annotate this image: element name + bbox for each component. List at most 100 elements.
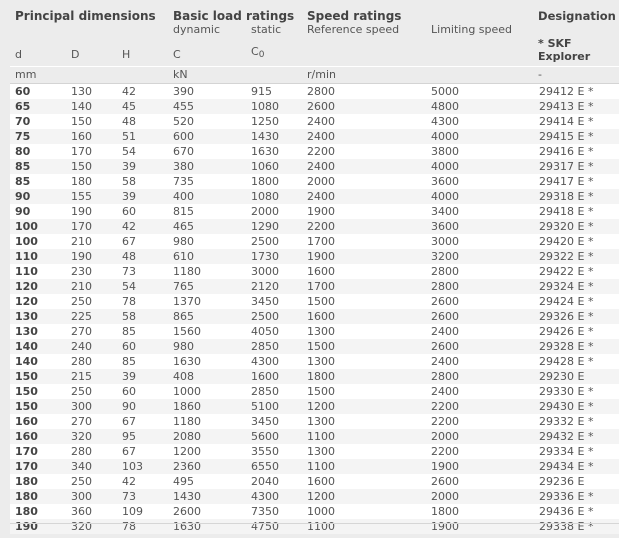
cell-d: 75 — [15, 130, 31, 143]
cell-limiting-speed: 5000 — [431, 85, 460, 98]
cell-d: 180 — [15, 505, 38, 518]
cell-limiting-speed: 2800 — [431, 280, 460, 293]
cell-D: 240 — [71, 340, 92, 353]
cell-limiting-speed: 1800 — [431, 505, 460, 518]
cell-designation[interactable]: 29338 E * — [539, 520, 594, 533]
cell-static-load: 1730 — [251, 250, 280, 263]
cell-H: 78 — [122, 295, 136, 308]
cell-designation[interactable]: 29236 E — [539, 475, 585, 488]
cell-static-load: 4300 — [251, 355, 280, 368]
cell-H: 48 — [122, 115, 136, 128]
cell-D: 300 — [71, 490, 92, 503]
cell-dynamic-load: 1860 — [173, 400, 202, 413]
cell-d: 140 — [15, 340, 38, 353]
cell-dynamic-load: 495 — [173, 475, 195, 488]
table-row: 70 150 48 520 1250 2400 4300 29414 E * — [10, 114, 619, 129]
cell-reference-speed: 1600 — [307, 265, 336, 278]
cell-static-load: 3000 — [251, 265, 280, 278]
symbol-d: d — [15, 48, 22, 61]
cell-designation[interactable]: 29324 E * — [539, 280, 594, 293]
cell-designation[interactable]: 29434 E * — [539, 460, 594, 473]
cell-d: 70 — [15, 115, 31, 128]
cell-d: 160 — [15, 430, 38, 443]
cell-limiting-speed: 3400 — [431, 205, 460, 218]
cell-dynamic-load: 980 — [173, 340, 195, 353]
cell-dynamic-load: 610 — [173, 250, 195, 263]
cell-limiting-speed: 2400 — [431, 325, 460, 338]
cell-dynamic-load: 408 — [173, 370, 195, 383]
cell-designation[interactable]: 29418 E * — [539, 205, 594, 218]
cell-limiting-speed: 4000 — [431, 130, 460, 143]
cell-reference-speed: 2000 — [307, 175, 336, 188]
cell-reference-speed: 2600 — [307, 100, 336, 113]
table-row: 150 215 39 408 1600 1800 2800 29230 E — [10, 369, 619, 384]
cell-static-load: 1060 — [251, 160, 280, 173]
cell-D: 320 — [71, 520, 92, 533]
cell-dynamic-load: 815 — [173, 205, 195, 218]
cell-dynamic-load: 1630 — [173, 355, 202, 368]
cell-dynamic-load: 390 — [173, 85, 195, 98]
cell-designation[interactable]: 29336 E * — [539, 490, 594, 503]
cell-designation[interactable]: 29332 E * — [539, 415, 594, 428]
cell-d: 170 — [15, 460, 38, 473]
cell-H: 60 — [122, 340, 136, 353]
sub-static: static — [251, 23, 282, 36]
cell-designation[interactable]: 29322 E * — [539, 250, 594, 263]
unit-kn: kN — [168, 66, 247, 84]
cell-designation[interactable]: 29317 E * — [539, 160, 594, 173]
cell-designation[interactable]: 29422 E * — [539, 265, 594, 278]
cell-d: 180 — [15, 490, 38, 503]
cell-designation[interactable]: 29436 E * — [539, 505, 594, 518]
cell-static-load: 1080 — [251, 100, 280, 113]
cell-designation[interactable]: 29334 E * — [539, 445, 594, 458]
cell-H: 39 — [122, 190, 136, 203]
table-row: 60 130 42 390 915 2800 5000 29412 E * — [10, 83, 619, 99]
cell-designation[interactable]: 29230 E — [539, 370, 585, 383]
table-row: 180 300 73 1430 4300 1200 2000 29336 E * — [10, 489, 619, 504]
cell-limiting-speed: 2400 — [431, 385, 460, 398]
cell-designation[interactable]: 29432 E * — [539, 430, 594, 443]
cell-H: 42 — [122, 475, 136, 488]
cell-dynamic-load: 670 — [173, 145, 195, 158]
skf-explorer-note: * SKF Explorer — [538, 37, 591, 63]
cell-reference-speed: 2800 — [307, 85, 336, 98]
cell-limiting-speed: 1900 — [431, 460, 460, 473]
unit-mm: mm — [10, 66, 66, 84]
cell-static-load: 4750 — [251, 520, 280, 533]
cell-reference-speed: 1300 — [307, 445, 336, 458]
cell-D: 360 — [71, 505, 92, 518]
cell-designation[interactable]: 29416 E * — [539, 145, 594, 158]
cell-designation[interactable]: 29330 E * — [539, 385, 594, 398]
cell-designation[interactable]: 29320 E * — [539, 220, 594, 233]
cell-reference-speed: 1300 — [307, 325, 336, 338]
cell-designation[interactable]: 29412 E * — [539, 85, 594, 98]
cell-static-load: 2850 — [251, 385, 280, 398]
cell-designation[interactable]: 29424 E * — [539, 295, 594, 308]
cell-designation[interactable]: 29428 E * — [539, 355, 594, 368]
cell-designation[interactable]: 29417 E * — [539, 175, 594, 188]
cell-designation[interactable]: 29420 E * — [539, 235, 594, 248]
cell-reference-speed: 1600 — [307, 475, 336, 488]
cell-H: 51 — [122, 130, 136, 143]
cell-designation[interactable]: 29413 E * — [539, 100, 594, 113]
cell-H: 39 — [122, 160, 136, 173]
cell-designation[interactable]: 29426 E * — [539, 325, 594, 338]
table-row: 120 210 54 765 2120 1700 2800 29324 E * — [10, 279, 619, 294]
cell-limiting-speed: 2400 — [431, 355, 460, 368]
cell-designation[interactable]: 29326 E * — [539, 310, 594, 323]
cell-limiting-speed: 2800 — [431, 265, 460, 278]
cell-designation[interactable]: 29414 E * — [539, 115, 594, 128]
table-row: 85 180 58 735 1800 2000 3600 29417 E * — [10, 174, 619, 189]
cell-dynamic-load: 520 — [173, 115, 195, 128]
table-row: 170 340 103 2360 6550 1100 1900 29434 E * — [10, 459, 619, 474]
cell-static-load: 4300 — [251, 490, 280, 503]
cell-designation[interactable]: 29328 E * — [539, 340, 594, 353]
cell-reference-speed: 1700 — [307, 235, 336, 248]
cell-H: 67 — [122, 445, 136, 458]
cell-limiting-speed: 2200 — [431, 445, 460, 458]
cell-designation[interactable]: 29318 E * — [539, 190, 594, 203]
cell-d: 120 — [15, 295, 38, 308]
cell-designation[interactable]: 29430 E * — [539, 400, 594, 413]
cell-D: 300 — [71, 400, 92, 413]
cell-designation[interactable]: 29415 E * — [539, 130, 594, 143]
